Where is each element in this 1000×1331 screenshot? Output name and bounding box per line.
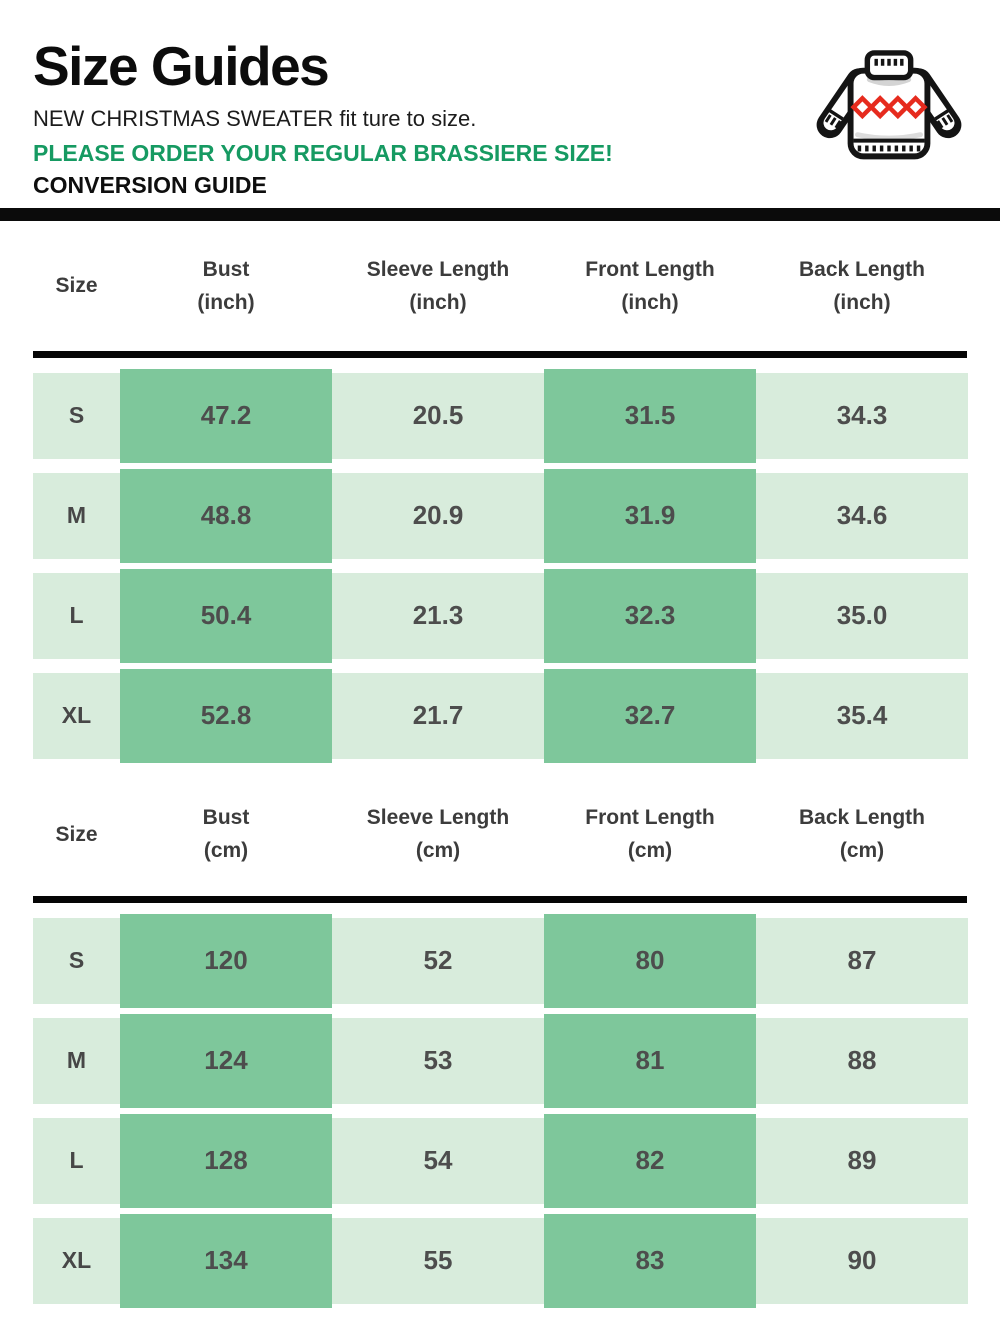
header-unit: (cm) [839,839,885,863]
size-label: XL [33,672,120,759]
table-row-l: L 128 54 82 89 [33,1113,968,1208]
back-value: 90 [756,1217,968,1304]
size-label: S [33,372,120,459]
table-row-l: L 50.4 21.3 32.3 35.0 [33,568,968,663]
fit-note: NEW CHRISTMAS SWEATER fit ture to size. [33,106,477,132]
header-sleeve-length: Sleeve Length (cm) [332,801,544,867]
front-value: 81 [544,1013,756,1108]
back-value: 87 [756,917,968,1004]
order-note: PLEASE ORDER YOUR REGULAR BRASSIERE SIZE… [33,139,613,166]
table-row-s: S 47.2 20.5 31.5 34.3 [33,368,968,463]
page-title: Size Guides [33,35,330,97]
sleeve-value: 55 [332,1217,544,1304]
header: Size Guides NEW CHRISTMAS SWEATER fit tu… [0,0,1000,200]
table-inch-header-row: Size Bust (inch) Sleeve Length (inch) Fr… [33,221,967,351]
table-inch-body: S 47.2 20.5 31.5 34.3 M 48.8 20.9 31.9 3… [33,358,968,763]
back-value: 34.3 [756,372,968,459]
table-cm-header-row: Size Bust (cm) Sleeve Length (cm) Front … [33,773,967,896]
header-size: Size [55,822,98,846]
header-front-length: Front Length (cm) [544,801,756,867]
back-value: 35.4 [756,672,968,759]
size-label: L [33,1117,120,1204]
header-unit: (cm) [203,839,249,863]
front-value: 32.3 [544,568,756,663]
header-unit: (inch) [833,290,891,314]
table-row-xl: XL 134 55 83 90 [33,1213,968,1308]
front-value: 83 [544,1213,756,1308]
header-label: Sleeve Length [366,257,510,281]
header-label: Bust [202,806,250,830]
back-value: 34.6 [756,472,968,559]
header-unit: (cm) [415,839,461,863]
front-value: 31.9 [544,468,756,563]
sleeve-value: 20.9 [332,472,544,559]
header-label: Front Length [585,257,715,281]
back-value: 88 [756,1017,968,1104]
header-unit: (cm) [627,839,673,863]
sleeve-value: 21.7 [332,672,544,759]
bust-value: 128 [120,1113,332,1208]
sleeve-value: 53 [332,1017,544,1104]
christmas-sweater-icon [809,50,969,180]
header-label: Sleeve Length [366,806,510,830]
header-unit: (inch) [409,290,467,314]
header-label: Back Length [798,257,926,281]
header-label: Back Length [798,806,926,830]
front-value: 31.5 [544,368,756,463]
header-rule [33,895,967,903]
header-unit: (inch) [197,290,255,314]
divider-bar [0,207,1000,221]
bust-value: 52.8 [120,668,332,763]
sleeve-value: 52 [332,917,544,1004]
size-label: L [33,572,120,659]
header-label: Bust [202,257,250,281]
sleeve-value: 21.3 [332,572,544,659]
header-front-length: Front Length (inch) [544,253,756,319]
table-row-m: M 124 53 81 88 [33,1013,968,1108]
bust-value: 50.4 [120,568,332,663]
front-value: 82 [544,1113,756,1208]
size-label: S [33,917,120,1004]
back-value: 89 [756,1117,968,1204]
table-row-m: M 48.8 20.9 31.9 34.6 [33,468,968,563]
header-bust: Bust (inch) [120,253,332,319]
bust-value: 48.8 [120,468,332,563]
sleeve-value: 54 [332,1117,544,1204]
front-value: 80 [544,913,756,1008]
size-table-cm: Size Bust (cm) Sleeve Length (cm) Front … [33,773,968,1308]
table-cm-body: S 120 52 80 87 M 124 53 81 88 L 128 54 [33,903,968,1308]
header-rule [33,350,967,358]
front-value: 32.7 [544,668,756,763]
header-label: Front Length [585,806,715,830]
size-label: M [33,1017,120,1104]
header-size: Size [55,274,98,298]
size-label: M [33,472,120,559]
header-back-length: Back Length (inch) [756,253,968,319]
table-row-xl: XL 52.8 21.7 32.7 35.4 [33,668,968,763]
conversion-guide-label: CONVERSION GUIDE [33,172,267,199]
size-table-inch: Size Bust (inch) Sleeve Length (inch) Fr… [33,221,968,763]
header-unit: (inch) [621,290,679,314]
bust-value: 124 [120,1013,332,1108]
tables-area: Size Bust (inch) Sleeve Length (inch) Fr… [0,221,1000,1308]
sleeve-value: 20.5 [332,372,544,459]
header-back-length: Back Length (cm) [756,801,968,867]
bust-value: 120 [120,913,332,1008]
table-row-s: S 120 52 80 87 [33,913,968,1008]
size-label: XL [33,1217,120,1304]
back-value: 35.0 [756,572,968,659]
bust-value: 47.2 [120,368,332,463]
bust-value: 134 [120,1213,332,1308]
header-sleeve-length: Sleeve Length (inch) [332,253,544,319]
header-bust: Bust (cm) [120,801,332,867]
